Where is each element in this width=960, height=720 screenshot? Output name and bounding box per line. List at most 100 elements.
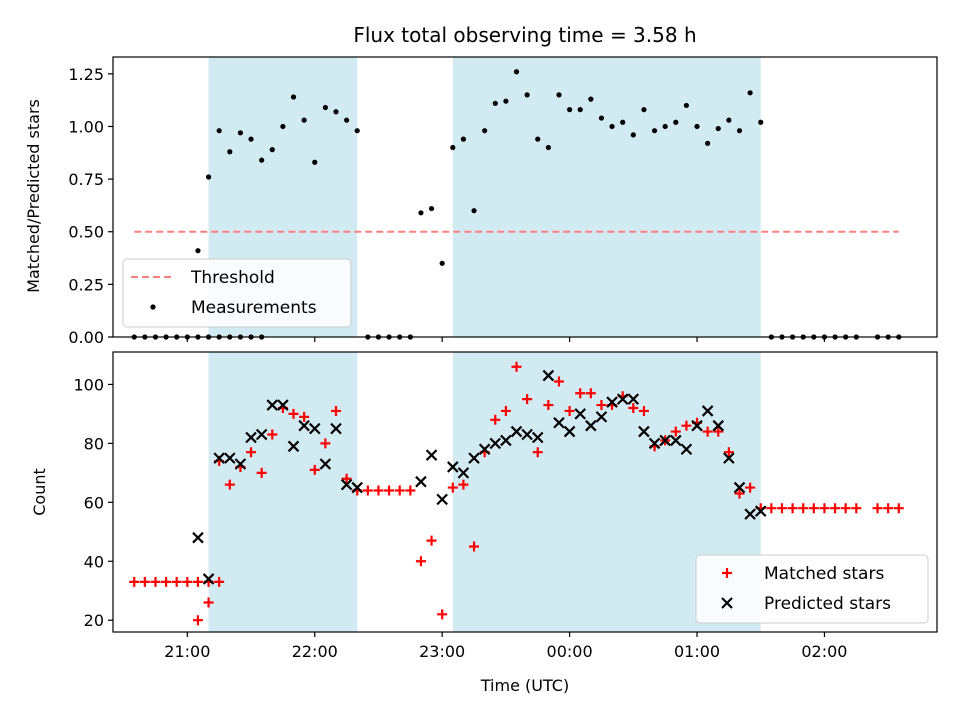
data-point	[468, 452, 480, 464]
data-point	[354, 128, 360, 134]
data-point	[277, 399, 289, 411]
data-point	[641, 107, 647, 113]
data-point	[522, 394, 533, 405]
legend-predicted-swatch	[721, 597, 733, 609]
data-point	[542, 369, 555, 382]
data-point	[648, 437, 661, 450]
data-point	[744, 508, 756, 520]
data-point	[287, 440, 300, 453]
legend-matched-swatch	[722, 568, 732, 578]
data-point	[616, 393, 629, 405]
data-point	[747, 90, 753, 96]
data-point	[340, 478, 353, 491]
data-point	[893, 503, 904, 514]
data-point	[553, 416, 565, 429]
data-point	[712, 419, 725, 432]
data-point	[333, 109, 339, 115]
data-point	[227, 149, 233, 155]
data-point	[330, 422, 342, 435]
data-point	[564, 405, 575, 416]
data-point	[478, 443, 491, 456]
top-shaded-interval	[452, 57, 761, 337]
data-point	[673, 119, 679, 125]
data-point	[256, 467, 267, 478]
data-point	[436, 493, 448, 506]
data-point	[745, 482, 756, 493]
data-point	[457, 467, 470, 479]
data-point	[161, 576, 172, 587]
y-tick-label: 80	[84, 434, 104, 453]
data-point	[308, 422, 321, 435]
data-point	[192, 615, 203, 626]
data-point	[545, 144, 551, 151]
data-point	[575, 388, 586, 399]
data-point	[701, 405, 714, 417]
data-point	[288, 408, 299, 419]
data-point	[205, 174, 212, 180]
data-point	[510, 425, 523, 438]
data-point	[248, 136, 254, 142]
data-point	[255, 428, 268, 441]
data-point	[320, 438, 331, 449]
data-point	[681, 420, 692, 431]
data-point	[566, 107, 573, 113]
data-point	[638, 405, 649, 416]
x-tick-label: 01:00	[674, 642, 720, 661]
data-point	[840, 503, 851, 514]
top-axes-frame	[112, 56, 938, 338]
data-point	[139, 576, 150, 587]
data-point	[733, 481, 746, 494]
data-point	[309, 464, 320, 475]
data-point	[638, 425, 650, 438]
data-point	[245, 431, 257, 444]
data-point	[299, 411, 310, 422]
data-point	[702, 426, 713, 437]
data-point	[726, 117, 732, 123]
data-point	[469, 541, 480, 552]
data-point	[330, 405, 341, 416]
data-point	[563, 425, 576, 438]
data-point	[787, 503, 798, 514]
y-tick-label: 100	[73, 375, 104, 394]
data-point	[513, 69, 520, 75]
data-point	[425, 449, 438, 461]
data-point	[428, 205, 435, 212]
data-point	[606, 396, 618, 408]
data-point	[224, 479, 235, 490]
x-tick-label: 22:00	[292, 642, 338, 661]
data-point	[351, 481, 364, 494]
chart-title: Flux total observing time = 3.58 h	[353, 23, 696, 47]
data-point	[503, 98, 509, 104]
data-point	[620, 119, 626, 125]
bottom-legend: Matched stars Predicted stars	[695, 554, 929, 624]
data-point	[680, 443, 693, 456]
data-point	[224, 452, 236, 464]
data-point	[171, 576, 182, 587]
data-point	[418, 210, 424, 216]
y-tick-label: 20	[84, 611, 104, 630]
data-point	[384, 485, 395, 496]
data-point	[662, 123, 668, 130]
data-point	[585, 419, 597, 432]
data-point	[319, 458, 332, 470]
data-point	[298, 419, 310, 432]
data-point	[651, 128, 658, 134]
data-point	[691, 419, 703, 432]
data-point	[535, 136, 541, 142]
data-point	[450, 144, 456, 151]
data-point	[213, 452, 225, 464]
data-point	[819, 503, 830, 514]
x-tick-label: 21:00	[164, 642, 210, 661]
data-point	[269, 147, 275, 153]
data-point	[280, 123, 286, 130]
data-point	[736, 128, 743, 134]
data-point	[715, 125, 721, 132]
top-y-axis-label: Matched/Predicted stars	[24, 99, 43, 293]
data-point	[659, 434, 671, 447]
data-point	[439, 260, 445, 266]
data-point	[362, 485, 373, 496]
data-point	[598, 115, 605, 121]
x-tick-label: 23:00	[419, 642, 465, 661]
top-panel: 0.00 0.25 0.50 0.75 1.00 1.25 Threshold Measure…	[68, 56, 938, 347]
data-point	[670, 434, 682, 447]
